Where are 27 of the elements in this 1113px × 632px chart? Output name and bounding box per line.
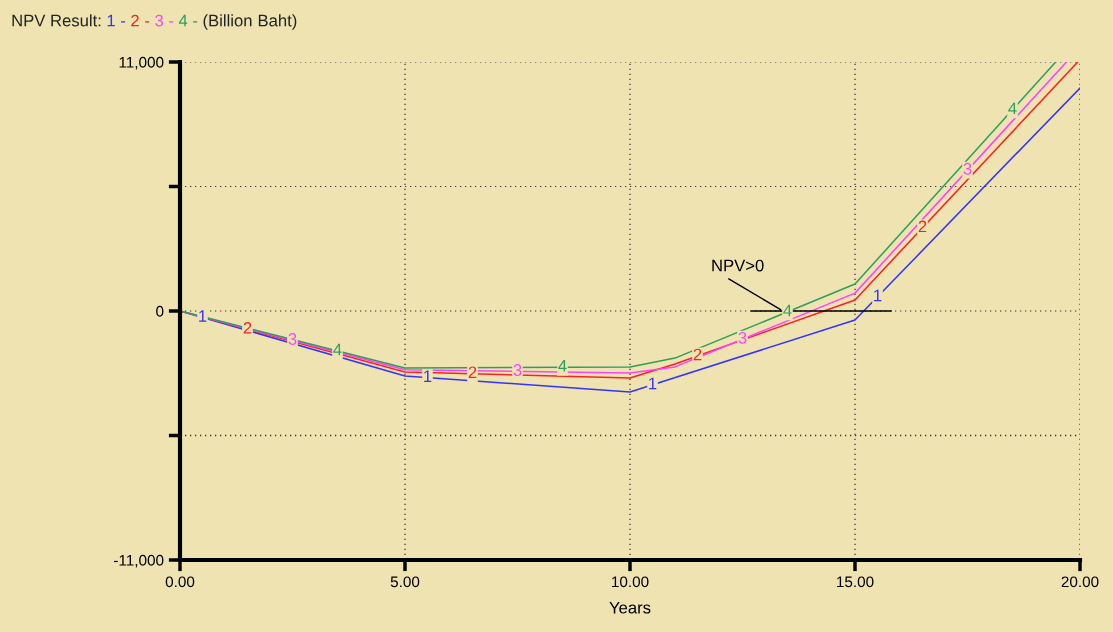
text: 1 xyxy=(424,370,432,382)
x-tick-label: 20.00 xyxy=(1061,576,1099,588)
x-axis-title: Years xyxy=(609,601,651,614)
series-label: 1 xyxy=(649,377,657,390)
text: 1 xyxy=(199,310,207,322)
text: 2 xyxy=(243,321,252,334)
text: 4 xyxy=(333,343,342,356)
text: 3 xyxy=(738,331,747,344)
x-tick-label: 15.00 xyxy=(837,576,874,588)
series-label: 4 xyxy=(1008,102,1017,115)
x-tick-label: 0.00 xyxy=(165,576,195,588)
x-tick-label: 5.00 xyxy=(390,576,420,588)
text: 3 xyxy=(513,364,522,376)
series-label: 3 xyxy=(963,162,972,175)
y-tick-label: -11,000 xyxy=(114,554,164,568)
y-tick-label: 0 xyxy=(156,305,164,317)
series-label: 2 xyxy=(693,348,702,361)
text: 1 xyxy=(874,289,882,302)
chart-title: NPV Result: 1 - 2 - 3 - 4 - (Billion Baht) xyxy=(12,14,297,30)
text: 4 xyxy=(558,360,567,372)
text: 4 xyxy=(783,304,792,317)
x-tick-label: 10.00 xyxy=(612,576,649,588)
y-tick-label: 11,000 xyxy=(119,56,164,70)
text: 3 xyxy=(288,333,297,345)
annotation: NPV>0 xyxy=(712,259,764,272)
text: 2 xyxy=(468,366,477,379)
text: 2 xyxy=(918,220,927,233)
